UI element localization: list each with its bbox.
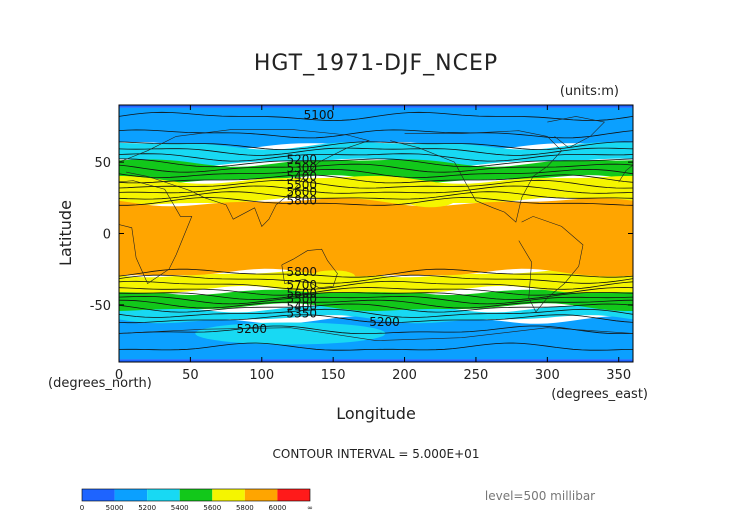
coastline bbox=[390, 130, 563, 223]
colorbar-label: ∞ bbox=[307, 504, 313, 512]
contour-label: 5350 bbox=[286, 306, 317, 320]
contour-label: 5200 bbox=[369, 315, 400, 329]
x-tick-label: 0 bbox=[115, 368, 123, 383]
band-nh-<5000 bbox=[119, 105, 633, 108]
contour-label: 5500 bbox=[286, 292, 317, 306]
contour-line bbox=[119, 308, 633, 318]
x-tick-label: 100 bbox=[249, 368, 274, 383]
colorbar-swatch bbox=[244, 489, 278, 501]
x-tick-label: 200 bbox=[392, 368, 417, 383]
x-tick-label: 300 bbox=[535, 368, 560, 383]
y-axis-label: Latitude bbox=[56, 200, 75, 266]
coastline bbox=[618, 164, 633, 183]
contour-interval-text: CONTOUR INTERVAL = 5.000E+01 bbox=[273, 447, 480, 461]
contour-line bbox=[119, 111, 633, 121]
contour-line bbox=[119, 163, 633, 173]
contour-line bbox=[119, 299, 633, 309]
y-unit-label: (degrees_north) bbox=[48, 376, 152, 391]
band-nh-5000-5200 bbox=[119, 107, 633, 150]
colorbar-frame bbox=[81, 488, 311, 502]
contour-label: 5800 bbox=[286, 265, 317, 279]
band-sh-<5000 bbox=[119, 359, 633, 362]
contour-label: 5400 bbox=[286, 299, 317, 313]
contour-line bbox=[119, 141, 633, 151]
y-tick-label: 50 bbox=[94, 156, 111, 171]
colorbar-swatch bbox=[277, 489, 310, 501]
x-tick-label: 250 bbox=[464, 368, 489, 383]
colorbar-label: 5400 bbox=[171, 504, 189, 512]
contour-label: 5200 bbox=[237, 322, 268, 336]
band-nh-5600-5800 bbox=[119, 175, 633, 206]
coastline bbox=[281, 248, 338, 289]
contour-line bbox=[119, 303, 633, 313]
y-axis-ticks: 50 0 -50 bbox=[90, 156, 633, 314]
contour-line bbox=[119, 147, 633, 156]
contour-line bbox=[119, 274, 633, 284]
coastline bbox=[119, 327, 633, 341]
contour-line bbox=[119, 185, 633, 194]
coastline-outlines bbox=[119, 116, 633, 341]
contour-label: 5200 bbox=[286, 152, 317, 166]
coastline bbox=[119, 129, 370, 227]
contour-label: 5500 bbox=[286, 178, 317, 192]
colorbar-label: 5600 bbox=[203, 504, 221, 512]
contour-line bbox=[119, 153, 633, 162]
contour-label: 5300 bbox=[286, 161, 317, 175]
band-nh-5400-5600 bbox=[119, 159, 633, 184]
y-tick-label: -50 bbox=[90, 299, 111, 314]
x-axis-label: Longitude bbox=[336, 404, 416, 423]
colorbar: 0 5000 5200 5400 5600 5800 6000 ∞ bbox=[80, 488, 313, 512]
x-tick-label: 350 bbox=[606, 368, 631, 383]
contour-line bbox=[119, 158, 633, 168]
contour-line bbox=[119, 342, 633, 351]
x-tick-label: 50 bbox=[182, 368, 199, 383]
colorbar-swatch bbox=[114, 489, 148, 501]
contour-label: 5700 bbox=[286, 278, 317, 292]
contour-line bbox=[119, 314, 633, 324]
cyan-patch-sh bbox=[195, 322, 386, 345]
contour-label: 5600 bbox=[286, 286, 317, 300]
contour-line bbox=[119, 268, 633, 278]
level-text: level=500 millibar bbox=[485, 489, 595, 503]
colorbar-swatch bbox=[179, 489, 213, 501]
contour-line bbox=[119, 168, 633, 179]
contour-line bbox=[119, 287, 633, 296]
y-tick-label: 0 bbox=[103, 228, 111, 243]
colorbar-label: 5000 bbox=[106, 504, 124, 512]
x-tick-label: 150 bbox=[321, 368, 346, 383]
colorbar-label: 5800 bbox=[236, 504, 254, 512]
contour-labels: 5100520053005400550056005800580057005600… bbox=[237, 108, 400, 336]
contour-line bbox=[119, 295, 633, 305]
contour-line bbox=[119, 280, 633, 290]
plot-area bbox=[119, 105, 633, 362]
colorbar-label: 0 bbox=[80, 504, 84, 512]
contour-line bbox=[119, 325, 633, 334]
contour-line bbox=[119, 292, 633, 301]
contour-line bbox=[119, 174, 633, 184]
contour-label: 5100 bbox=[304, 108, 335, 122]
band-sh-5600-5800 bbox=[119, 269, 633, 293]
coastline bbox=[119, 180, 193, 284]
coastline bbox=[518, 216, 584, 313]
yellow-bulge-nh bbox=[404, 191, 457, 208]
colorbar-label: 5200 bbox=[138, 504, 156, 512]
contour-line bbox=[119, 179, 633, 189]
units-label: (units:m) bbox=[560, 84, 619, 99]
chart-title: HGT_1971-DJF_NCEP bbox=[254, 51, 498, 76]
colorbar-swatch bbox=[147, 489, 180, 501]
band-nh-5800-6000 bbox=[119, 198, 633, 277]
x-unit-label: (degrees_east) bbox=[551, 387, 648, 402]
contour-label: 5400 bbox=[286, 169, 317, 183]
colorbar-swatch bbox=[212, 489, 245, 501]
contour-label: 5600 bbox=[286, 185, 317, 199]
colorbar-label: 6000 bbox=[269, 504, 287, 512]
x-axis-ticks: 0 50 100 150 200 250 300 350 bbox=[115, 105, 631, 383]
colorbar-swatch bbox=[82, 489, 115, 501]
contour-label: 5800 bbox=[286, 194, 317, 208]
coastline bbox=[547, 116, 606, 149]
contour-line bbox=[119, 191, 633, 200]
